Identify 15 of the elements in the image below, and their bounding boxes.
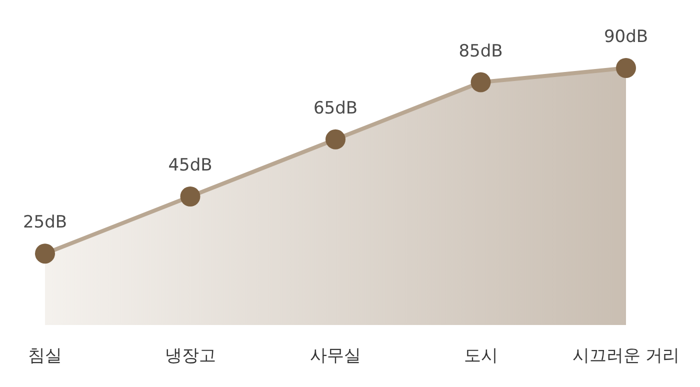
point <box>35 244 55 264</box>
point <box>326 129 346 150</box>
x-tick-label: 냉장고 <box>164 346 216 366</box>
x-tick-label: 시끄러운 거리 <box>572 346 680 366</box>
data-label: 90dB <box>604 27 648 47</box>
point <box>616 58 636 78</box>
point <box>470 72 491 92</box>
x-tick-label: 침실 <box>28 346 62 366</box>
data-label: 25dB <box>22 212 68 233</box>
data-label: 45dB <box>168 156 212 176</box>
point <box>180 186 200 206</box>
x-tick-label: 도시 <box>464 346 498 366</box>
data-label: 65dB <box>313 98 358 118</box>
data-label: 85dB <box>458 41 503 62</box>
x-tick-label: 사무실 <box>310 346 361 366</box>
